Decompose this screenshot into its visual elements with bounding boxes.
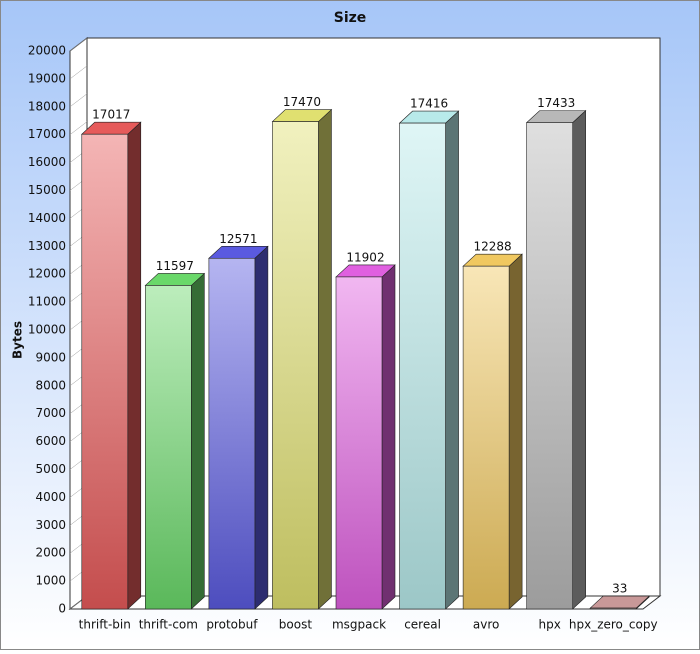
bar xyxy=(272,121,319,610)
x-tick-label: boost xyxy=(279,618,313,632)
bar xyxy=(399,122,446,610)
bar xyxy=(526,122,573,610)
bar-side xyxy=(381,264,396,610)
y-tick-label: 16000 xyxy=(28,155,66,169)
bar-side xyxy=(127,121,142,610)
x-tick-label: hpx_zero_copy xyxy=(569,618,658,632)
value-label: 17416 xyxy=(410,97,448,111)
y-tick-label: 12000 xyxy=(28,267,66,281)
bar xyxy=(589,607,637,610)
y-tick-label: 2000 xyxy=(35,546,66,560)
bar-side xyxy=(445,110,459,610)
x-tick-label: protobuf xyxy=(206,618,258,632)
y-tick-label: 13000 xyxy=(28,239,66,253)
value-label: 17433 xyxy=(537,96,575,110)
y-axis-label: Bytes xyxy=(11,321,25,359)
bar xyxy=(335,276,383,610)
value-label: 12288 xyxy=(474,240,512,254)
tick-mark xyxy=(69,121,88,135)
y-tick-label: 8000 xyxy=(35,378,66,392)
x-tick-label: thrift-bin xyxy=(79,618,131,632)
bar-side xyxy=(191,272,205,610)
y-tick-label: 4000 xyxy=(35,490,66,504)
y-tick-label: 9000 xyxy=(35,350,66,364)
value-label: 17017 xyxy=(92,108,130,122)
bar xyxy=(462,265,510,610)
value-label: 33 xyxy=(612,582,627,596)
bar xyxy=(145,285,192,610)
bar-side xyxy=(318,108,332,610)
x-tick-label: msgpack xyxy=(332,618,386,632)
value-label: 11597 xyxy=(156,259,194,273)
bar-side xyxy=(254,245,269,610)
bar-side xyxy=(508,253,523,610)
x-tick-label: hpx xyxy=(539,618,561,632)
y-tick-label: 19000 xyxy=(28,71,66,85)
y-tick-label: 5000 xyxy=(35,462,66,476)
value-label: 11902 xyxy=(346,250,384,264)
y-tick-label: 11000 xyxy=(28,295,66,309)
y-tick-label: 7000 xyxy=(35,406,66,420)
value-label: 17470 xyxy=(283,95,321,109)
y-tick-label: 3000 xyxy=(35,518,66,532)
y-tick-label: 6000 xyxy=(35,434,66,448)
x-tick-label: cereal xyxy=(404,618,441,632)
y-tick-label: 10000 xyxy=(28,323,66,337)
y-tick-label: 0 xyxy=(58,602,66,616)
y-tick-label: 14000 xyxy=(28,211,66,225)
y-tick-label: 18000 xyxy=(28,99,66,113)
chart-title: Size xyxy=(334,10,367,26)
y-tick-label: 20000 xyxy=(28,44,66,58)
tick-mark xyxy=(69,65,88,80)
x-tick-label: thrift-com xyxy=(139,618,198,632)
bar-side xyxy=(572,109,586,610)
bar xyxy=(81,133,129,610)
y-tick-label: 1000 xyxy=(35,574,66,588)
y-tick-label: 17000 xyxy=(28,127,66,141)
tick-mark xyxy=(69,93,88,107)
bar xyxy=(208,257,256,610)
x-tick-label: avro xyxy=(473,618,499,632)
value-label: 12571 xyxy=(219,232,257,246)
y-tick-label: 15000 xyxy=(28,183,66,197)
tick-mark xyxy=(69,37,88,52)
